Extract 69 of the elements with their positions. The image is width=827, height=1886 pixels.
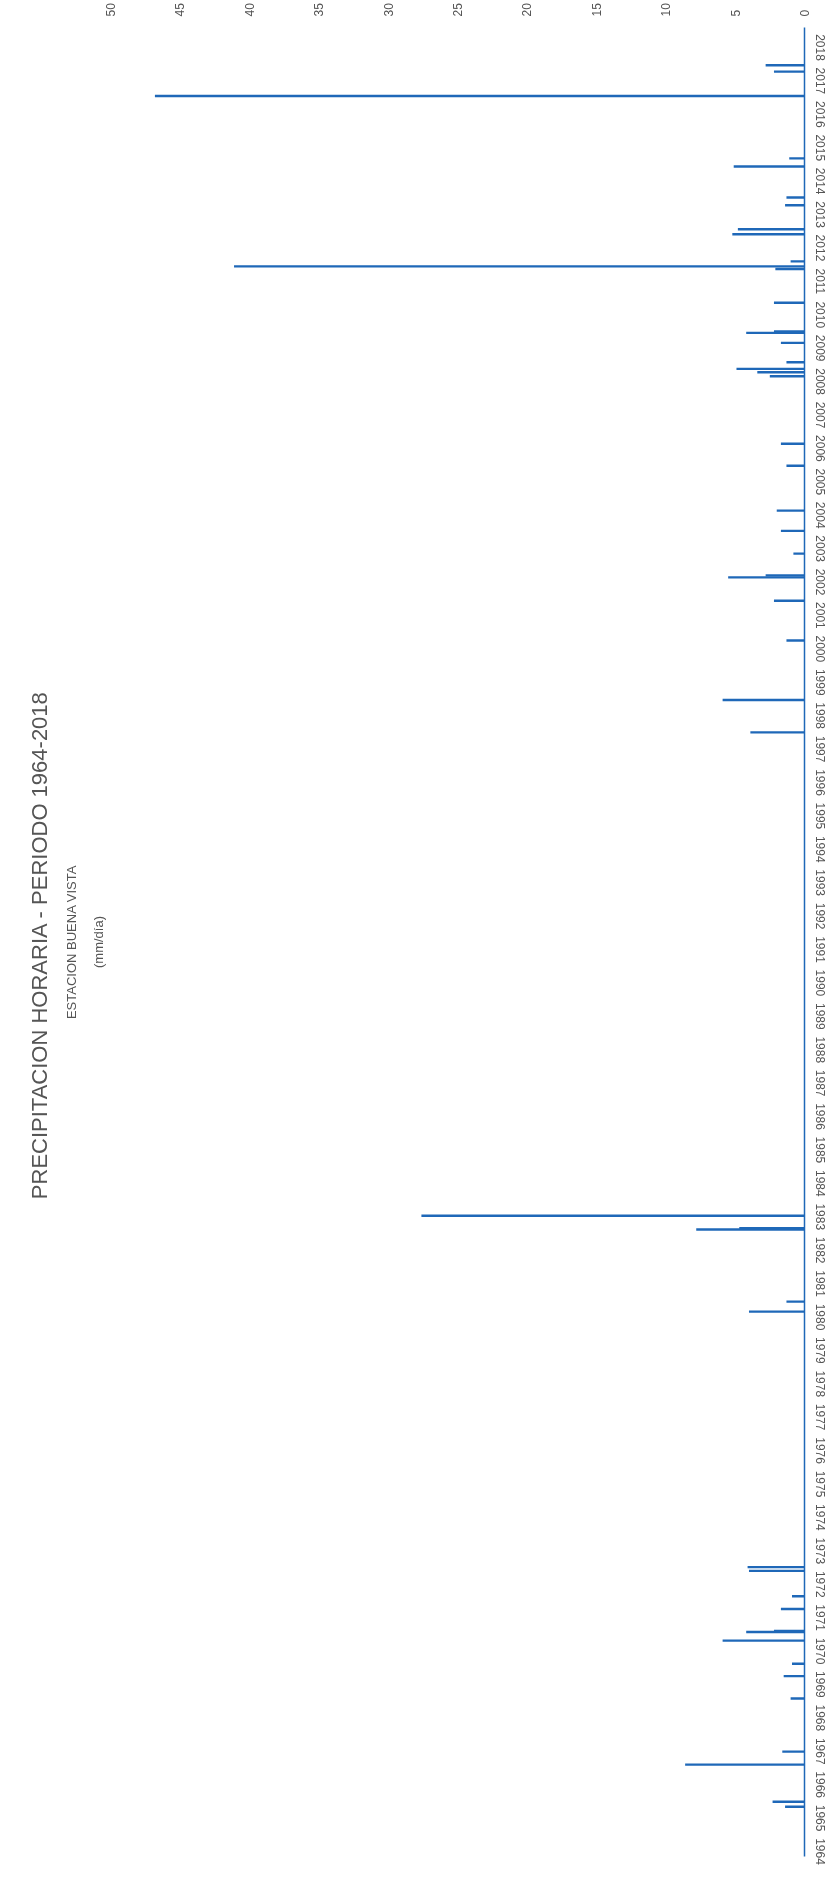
y-tick-label: 1994 [812, 835, 827, 863]
y-tick-label: 2011 [812, 268, 827, 295]
x-tick-label: 20 [520, 2, 535, 17]
y-tick-label: 2018 [812, 34, 827, 62]
y-tick-label: 2006 [812, 435, 827, 463]
y-tick-label: 1973 [812, 1537, 827, 1565]
y-tick-label: 1981 [812, 1270, 827, 1298]
y-tick-label: 2013 [812, 201, 827, 229]
y-tick-label: 2000 [812, 635, 827, 663]
y-tick-label: 1986 [812, 1103, 827, 1131]
y-tick-label: 1992 [812, 902, 827, 930]
y-tick-label: 1966 [812, 1771, 827, 1799]
x-tick-label: 50 [104, 2, 118, 17]
text: (mm/día) [90, 916, 106, 968]
y-tick-label: 2005 [812, 468, 827, 496]
y-tick-label: 1970 [812, 1637, 827, 1665]
y-tick-label: 1976 [812, 1437, 827, 1465]
y-tick-label: 1988 [812, 1036, 827, 1064]
y-tick-label: 2014 [812, 167, 827, 195]
x-tick-label: 0 [798, 9, 812, 17]
x-tick-label: 35 [312, 2, 327, 17]
y-tick-label: 2015 [812, 134, 827, 162]
x-tick-label: 5 [728, 9, 743, 17]
y-tick-label: 1982 [812, 1236, 827, 1264]
y-tick-label: 1969 [812, 1671, 827, 1699]
y-tick-label: 1983 [812, 1203, 827, 1231]
y-tick-label: 2001 [812, 602, 827, 630]
y-tick-label: 2012 [812, 234, 827, 262]
y-tick-label: 1974 [812, 1504, 827, 1532]
y-tick-label: 1984 [812, 1170, 827, 1198]
y-tick-label: 1971 [812, 1604, 827, 1632]
y-tick-label: 1996 [812, 769, 827, 797]
y-tick-label: 1968 [812, 1704, 827, 1732]
y-tick-label: 1975 [812, 1470, 827, 1498]
y-tick-label: 1972 [812, 1570, 827, 1598]
y-tick-label: 1987 [812, 1069, 827, 1097]
y-tick-label: 1990 [812, 969, 827, 997]
y-tick-label: 1965 [812, 1804, 827, 1832]
text: PRECIPITACION HORARIA - PERIODO 1964-2018 [26, 692, 52, 1200]
y-tick-label: 1997 [812, 735, 827, 763]
x-tick-label: 15 [589, 2, 604, 17]
y-tick-label: 2003 [812, 535, 827, 563]
y-tick-label: 1964 [812, 1838, 827, 1866]
y-tick-label: 1998 [812, 702, 827, 730]
y-tick-label: 1985 [812, 1136, 827, 1164]
y-tick-label: 1979 [812, 1337, 827, 1365]
y-tick-label: 2002 [812, 568, 827, 596]
y-tick-label: 2016 [812, 101, 827, 129]
y-tick-label: 1991 [812, 936, 827, 964]
x-tick-label: 10 [659, 2, 674, 17]
y-tick-label: 1978 [812, 1370, 827, 1398]
y-tick-label: 1995 [812, 802, 827, 830]
x-tick-label: 40 [242, 2, 257, 17]
y-tick-label: 1977 [812, 1403, 827, 1431]
x-tick-label: 45 [173, 2, 188, 17]
y-tick-label: 2009 [812, 334, 827, 362]
y-tick-label: 2004 [812, 501, 827, 529]
y-tick-label: 2010 [812, 301, 827, 329]
y-tick-label: 1993 [812, 869, 827, 897]
y-tick-label: 1999 [812, 668, 827, 696]
y-tick-label: 1980 [812, 1303, 827, 1331]
y-tick-label: 1967 [812, 1737, 827, 1765]
y-tick-label: 2007 [812, 401, 827, 429]
y-tick-label: 1989 [812, 1002, 827, 1030]
x-tick-label: 25 [451, 2, 465, 17]
text: ESTACION BUENA VISTA [63, 865, 79, 1020]
y-tick-label: 2008 [812, 368, 827, 396]
y-tick-label: 2017 [812, 67, 827, 95]
x-tick-label: 30 [381, 2, 396, 17]
